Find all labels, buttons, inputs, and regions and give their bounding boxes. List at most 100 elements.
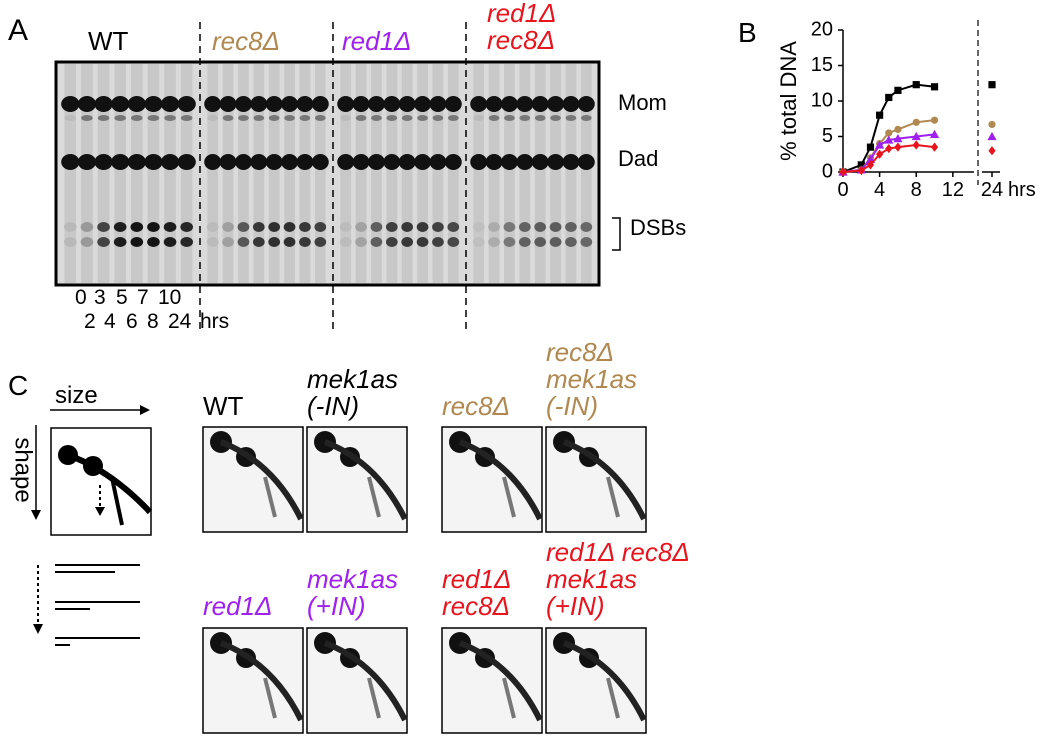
y-tick-label: 20 [811,18,833,40]
x-tick-label: 0 [837,179,848,201]
band-mom-faint [180,115,193,121]
band-dsb [339,237,352,247]
band-dsb [206,222,219,232]
blot-spike [502,677,516,719]
band-mom [470,96,488,112]
band-dsb [401,237,414,247]
band-dsb [268,237,281,247]
band-mom-faint [550,115,561,121]
band-dsb [370,222,383,232]
genotype-label: mek1as [307,364,398,394]
band-dsb [237,222,250,232]
band-dsb [268,222,281,232]
marker [912,118,920,126]
band-dsb [63,237,77,247]
lane [550,64,561,283]
band-dsb [488,222,500,232]
band-mom [204,96,222,112]
lane [355,64,367,283]
band-dad [516,154,534,170]
band-mom [337,96,355,112]
band-mom [429,96,447,112]
band-dad [111,154,130,170]
time-label: 0 [75,286,87,309]
band-mom [265,96,283,112]
band-mom [531,96,549,112]
band-dsb [252,222,265,232]
blot-arc [458,439,543,521]
band-dsb [432,222,444,232]
band-dsb [314,222,327,232]
marker [893,134,903,143]
genotype-label: (+IN) [546,591,605,621]
lane [565,64,577,283]
band-dad [281,154,299,170]
blot-arc [219,640,304,722]
panel-letter: C [8,370,28,401]
blot-spike [606,677,620,719]
band-mom [444,96,462,112]
genotype-label: WT [203,391,244,421]
band-dad [577,154,595,170]
band-dad [265,154,283,170]
band-mom-faint [432,115,444,121]
band-dad [367,154,385,170]
marker [885,93,893,102]
band-mom-faint [314,115,326,121]
lane [401,64,413,283]
time-label: 3 [94,286,106,309]
band-mom-faint [488,115,500,121]
lane [314,64,326,283]
band-mom [516,96,534,112]
band-dsb [206,237,219,247]
band-mom [367,96,385,112]
band-mom [234,96,252,112]
lane [519,64,531,283]
band-dsb [416,222,429,232]
band-dsb [565,237,577,247]
band-dsb [283,237,296,247]
band-mom-faint [355,115,367,121]
genotype-label: red1Δ [487,0,556,28]
band-label: Mom [618,90,667,115]
lane [371,64,382,283]
band-mom-faint [519,115,531,121]
band-dad [177,154,196,170]
time-label: 10 [158,286,181,309]
band-mom-faint [268,115,280,121]
x-tick-label: 24 [981,179,1003,201]
band-dad [383,154,401,170]
marker [930,83,939,91]
band-label: DSBs [630,215,686,240]
band-mom-faint [253,115,265,121]
band-mom-faint [147,115,160,121]
band-dad [485,154,503,170]
x-tick-label: 8 [911,179,922,201]
band-dsb [503,222,516,232]
band-dsb [252,237,265,247]
band-mom [562,96,580,112]
marker [988,81,996,89]
marker [876,111,884,119]
band-dsb [580,222,593,232]
genotype-label: mek1as [546,564,637,594]
marker [885,129,893,137]
band-dsb [222,237,234,247]
band-dsb [518,237,531,247]
band-mom-faint [114,115,127,121]
lane [222,64,234,283]
genotype-label: rec8Δ [546,337,614,367]
band-dad [296,154,314,170]
genotype-label: mek1as [307,564,398,594]
blot-arc [562,640,647,722]
dsb-bracket [612,217,621,251]
band-dsb [503,237,516,247]
band-dsb [534,237,547,247]
band-mom [111,96,130,112]
band-mom [547,96,565,112]
band-mom-faint [164,115,176,121]
marker [894,142,902,152]
band-dsb [180,237,194,247]
band-dad [127,154,146,170]
